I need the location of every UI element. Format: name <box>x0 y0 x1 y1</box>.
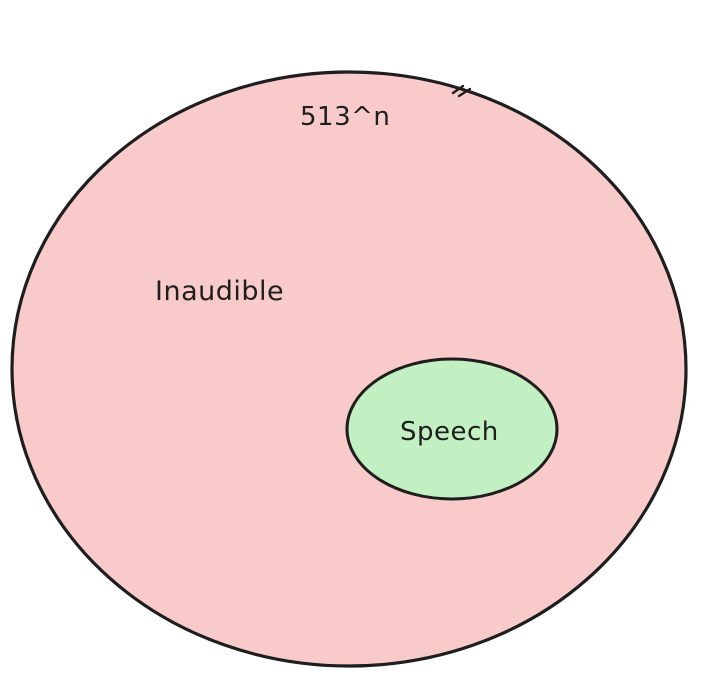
inner-set-speech: Speech <box>345 357 559 501</box>
set-size-label: 513^n <box>300 102 390 132</box>
outer-set-shape <box>10 70 688 668</box>
outer-set-label: Inaudible <box>155 276 284 307</box>
inner-set-label: Speech <box>400 417 499 447</box>
outer-set-sketch-mark <box>451 84 472 98</box>
outer-set-inaudible: 513^n Inaudible <box>10 70 688 668</box>
inner-set-shape <box>345 357 559 501</box>
